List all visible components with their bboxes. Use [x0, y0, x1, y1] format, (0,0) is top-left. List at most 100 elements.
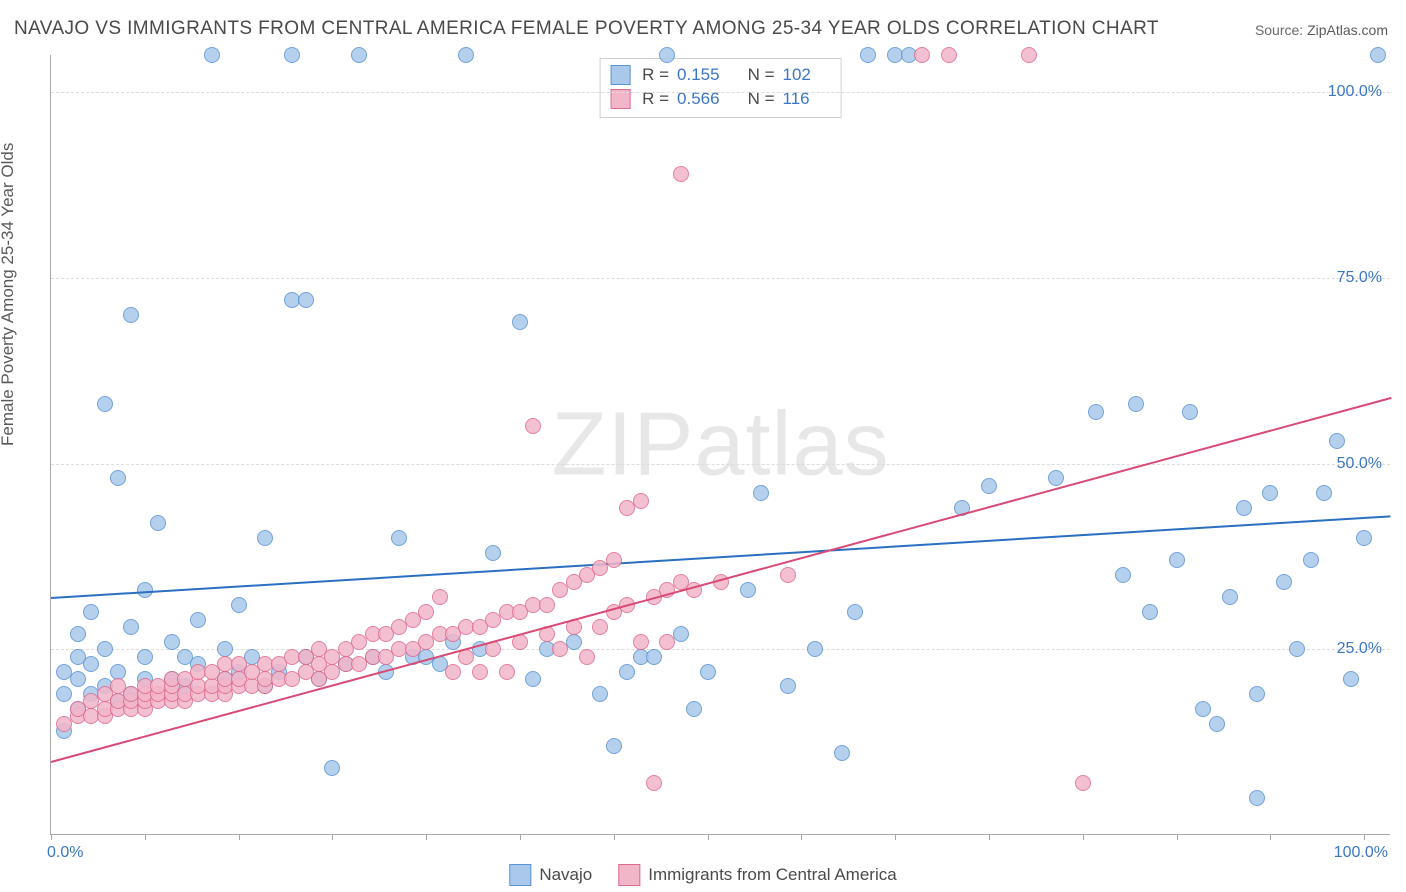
data-point: [432, 589, 448, 605]
data-point: [418, 604, 434, 620]
data-point: [1075, 775, 1091, 791]
x-tick: [801, 834, 802, 840]
data-point: [1329, 433, 1345, 449]
chart-plot-area: ZIPatlas R = 0.155 N = 102 R = 0.566 N =…: [50, 55, 1390, 835]
source-attribution: Source: ZipAtlas.com: [1255, 22, 1388, 38]
data-point: [1370, 47, 1386, 63]
x-tick: [989, 834, 990, 840]
data-point: [1088, 404, 1104, 420]
stats-row-series2: R = 0.566 N = 116: [610, 87, 827, 111]
data-point: [83, 656, 99, 672]
y-tick-label: 100.0%: [1328, 83, 1382, 101]
source-value: ZipAtlas.com: [1307, 22, 1388, 38]
data-point: [324, 760, 340, 776]
legend-item-series2: Immigrants from Central America: [618, 864, 896, 886]
data-point: [204, 47, 220, 63]
data-point: [1276, 574, 1292, 590]
data-point: [539, 597, 555, 613]
data-point: [298, 292, 314, 308]
data-point: [284, 47, 300, 63]
x-tick: [1364, 834, 1365, 840]
gridline: [51, 464, 1390, 465]
data-point: [123, 619, 139, 635]
y-tick-label: 25.0%: [1337, 640, 1382, 658]
legend-swatch-series2: [618, 864, 640, 886]
stats-r-value-1: 0.155: [677, 65, 720, 85]
data-point: [780, 678, 796, 694]
data-point: [659, 634, 675, 650]
data-point: [1289, 641, 1305, 657]
data-point: [592, 686, 608, 702]
data-point: [1169, 552, 1185, 568]
stats-r-label: R =: [642, 65, 669, 85]
legend-bottom: Navajo Immigrants from Central America: [509, 864, 896, 886]
x-tick: [239, 834, 240, 840]
data-point: [659, 47, 675, 63]
data-point: [525, 671, 541, 687]
data-point: [1356, 530, 1372, 546]
y-tick-label: 50.0%: [1337, 455, 1382, 473]
x-tick-label: 100.0%: [1334, 844, 1388, 862]
data-point: [606, 552, 622, 568]
data-point: [1343, 671, 1359, 687]
trend-line: [51, 397, 1392, 763]
stats-row-series1: R = 0.155 N = 102: [610, 63, 827, 87]
x-tick: [51, 834, 52, 840]
data-point: [1048, 470, 1064, 486]
data-point: [1195, 701, 1211, 717]
data-point: [472, 664, 488, 680]
data-point: [97, 396, 113, 412]
data-point: [981, 478, 997, 494]
legend-swatch-series1: [610, 65, 630, 85]
data-point: [445, 664, 461, 680]
y-tick-label: 75.0%: [1337, 269, 1382, 287]
data-point: [807, 641, 823, 657]
x-tick: [1083, 834, 1084, 840]
data-point: [633, 493, 649, 509]
correlation-stats-box: R = 0.155 N = 102 R = 0.566 N = 116: [599, 58, 842, 118]
data-point: [499, 664, 515, 680]
data-point: [70, 626, 86, 642]
data-point: [1303, 552, 1319, 568]
legend-swatch-series1: [509, 864, 531, 886]
data-point: [646, 649, 662, 665]
watermark: ZIPatlas: [551, 393, 889, 496]
data-point: [1316, 485, 1332, 501]
source-label: Source:: [1255, 22, 1303, 38]
data-point: [150, 515, 166, 531]
data-point: [686, 701, 702, 717]
legend-label-series2: Immigrants from Central America: [648, 865, 896, 885]
data-point: [391, 530, 407, 546]
data-point: [619, 664, 635, 680]
data-point: [123, 307, 139, 323]
legend-label-series1: Navajo: [539, 865, 592, 885]
data-point: [1249, 686, 1265, 702]
data-point: [485, 545, 501, 561]
x-tick: [895, 834, 896, 840]
data-point: [740, 582, 756, 598]
data-point: [56, 686, 72, 702]
data-point: [1209, 716, 1225, 732]
data-point: [137, 582, 153, 598]
x-tick: [145, 834, 146, 840]
legend-item-series1: Navajo: [509, 864, 592, 886]
data-point: [847, 604, 863, 620]
x-tick: [426, 834, 427, 840]
data-point: [579, 649, 595, 665]
x-tick: [1270, 834, 1271, 840]
data-point: [646, 775, 662, 791]
data-point: [525, 418, 541, 434]
data-point: [217, 641, 233, 657]
data-point: [458, 47, 474, 63]
data-point: [164, 634, 180, 650]
data-point: [351, 47, 367, 63]
data-point: [1142, 604, 1158, 620]
data-point: [1222, 589, 1238, 605]
data-point: [231, 597, 247, 613]
x-tick: [708, 834, 709, 840]
x-tick: [614, 834, 615, 840]
data-point: [137, 649, 153, 665]
data-point: [633, 634, 649, 650]
stats-n-value-1: 102: [783, 65, 811, 85]
data-point: [780, 567, 796, 583]
